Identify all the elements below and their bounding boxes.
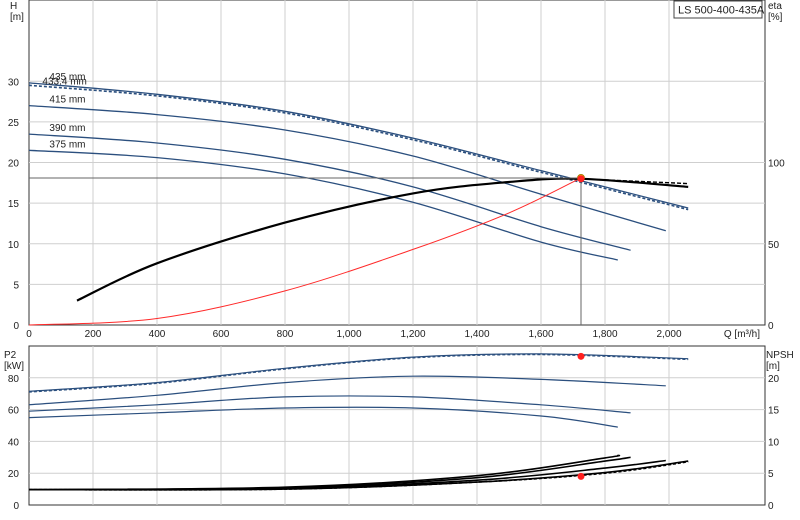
x-tick-label: 1,800 — [592, 329, 617, 340]
npsh-duty-marker — [577, 472, 585, 480]
head-curve — [28, 133, 631, 251]
efficiency-curve-extension — [580, 178, 689, 185]
head-curve — [28, 149, 618, 261]
y-axis-label: P2 [kW] — [4, 350, 24, 372]
power-duty-marker — [577, 352, 585, 360]
y-tick-label: 20 — [8, 469, 20, 480]
x-tick-label: 1,600 — [528, 329, 553, 340]
y2-tick-label: 10 — [768, 437, 780, 448]
y-tick-label: 25 — [8, 118, 20, 129]
head-curves — [28, 82, 689, 326]
x-tick-label: 400 — [149, 329, 166, 340]
system-curve — [28, 177, 582, 326]
curve-label: 433.4 mm — [42, 76, 86, 87]
y-tick-label: 10 — [8, 240, 20, 251]
chart-title-box: LS 500-400-435A — [673, 0, 765, 19]
efficiency-curve — [76, 177, 689, 302]
y2-axis-label: eta [%] — [768, 1, 783, 23]
y-tick-label: 0 — [13, 501, 19, 512]
head-curve — [28, 82, 689, 209]
y-tick-label: 80 — [8, 374, 20, 385]
curve-label: 415 mm — [49, 95, 85, 106]
head-curve — [28, 104, 666, 232]
efficiency-duty-marker — [577, 175, 585, 183]
curve-label: 390 mm — [49, 123, 85, 134]
y2-tick-label: 50 — [768, 240, 780, 251]
y2-tick-label: 15 — [768, 406, 780, 417]
x-tick-label: 800 — [277, 329, 294, 340]
y-tick-label: 5 — [13, 280, 19, 291]
y2-tick-label: 20 — [768, 374, 780, 385]
y-tick-label: 40 — [8, 437, 20, 448]
y2-tick-label: 100 — [768, 159, 785, 170]
power-curve — [28, 406, 618, 428]
x-tick-label: 2,000 — [656, 329, 681, 340]
head-grid — [28, 0, 766, 326]
y-tick-label: 20 — [8, 159, 20, 170]
y2-axis-label: NPSH [m] — [766, 350, 794, 372]
power-curve — [28, 395, 631, 414]
curve-label: 435 mm — [49, 72, 85, 83]
power-plot-frame — [28, 345, 766, 506]
y-tick-label: 15 — [8, 199, 20, 210]
y2-tick-label: 5 — [768, 469, 774, 480]
y2-tick-label: 0 — [768, 501, 774, 512]
y-tick-label: 30 — [8, 77, 20, 88]
x-tick-label: 1,000 — [336, 329, 361, 340]
x-tick-label: 0 — [26, 329, 32, 340]
axis-labels: 0 200 400 600 800 1,000 1,200 1,400 1,600 1,800 2,… — [4, 1, 794, 512]
power-grid — [28, 345, 766, 506]
y-axis-label: H [m] — [10, 1, 24, 23]
x-axis-label: Q [m³/h] — [724, 329, 760, 340]
x-tick-label: 1,200 — [400, 329, 425, 340]
x-tick-label: 200 — [85, 329, 102, 340]
power-npsh-curves — [28, 352, 689, 491]
npsh-curve — [28, 454, 621, 491]
y2-tick-label: 0 — [768, 321, 774, 332]
power-curve — [28, 354, 689, 393]
y-tick-label: 0 — [13, 321, 19, 332]
chart-title: LS 500-400-435A — [678, 5, 765, 17]
head-curve — [28, 84, 689, 211]
x-tick-label: 600 — [213, 329, 230, 340]
y-tick-label: 60 — [8, 406, 20, 417]
x-tick-label: 1,400 — [464, 329, 489, 340]
power-curve — [28, 353, 689, 392]
curve-label: 375 mm — [49, 139, 85, 150]
power-curve — [28, 375, 666, 406]
